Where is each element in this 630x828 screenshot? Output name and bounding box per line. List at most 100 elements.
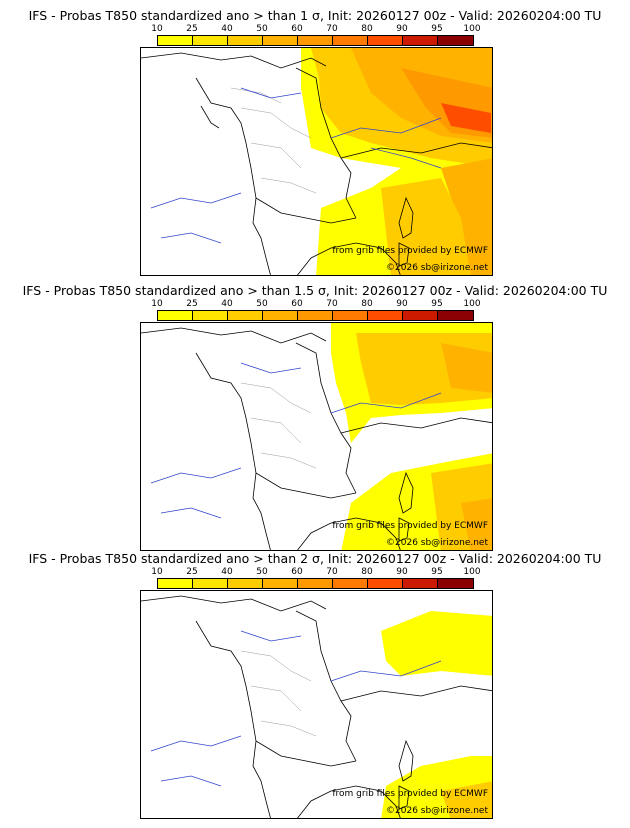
colorbar-tick-label: 10 <box>151 299 163 309</box>
colorbar-tick-label: 100 <box>463 567 481 577</box>
colorbar-tick-label: 10 <box>151 24 163 34</box>
probability-map: from grib files provided by ECMWF ©2026 … <box>140 322 493 551</box>
colorbar-swatches <box>157 578 474 589</box>
colorbar-tick-label: 10 <box>151 567 163 577</box>
colorbar-tick-label: 100 <box>463 299 481 309</box>
colorbar-tick-label: 90 <box>396 24 408 34</box>
colorbar-tick-label: 90 <box>396 567 408 577</box>
colorbar-swatch <box>193 311 228 320</box>
borders <box>255 342 492 499</box>
colorbar-tick-label: 40 <box>221 24 233 34</box>
colorbar-tick-label: 25 <box>186 567 198 577</box>
colorbar-tick-label: 90 <box>396 299 408 309</box>
copyright-credit: ©2026 sb@irizone.net <box>386 806 488 816</box>
borders <box>255 610 492 767</box>
colorbar-tick-label: 60 <box>291 299 303 309</box>
rivers <box>150 630 442 787</box>
rivers <box>150 362 442 519</box>
probability-area <box>441 158 492 275</box>
colorbar-swatch <box>158 579 193 588</box>
probability-area <box>441 343 492 393</box>
colorbar-swatch <box>228 579 263 588</box>
coastlines <box>141 595 414 818</box>
colorbar-swatch <box>298 36 333 45</box>
colorbar-swatch <box>263 36 298 45</box>
copyright-credit: ©2026 sb@irizone.net <box>386 263 488 273</box>
coastlines <box>141 327 414 550</box>
probability-area <box>441 103 491 133</box>
colorbar-swatch <box>368 311 403 320</box>
regional-borders <box>230 87 317 194</box>
probability-shading <box>301 48 492 275</box>
colorbar-swatch <box>438 36 473 45</box>
probability-map: from grib files provided by ECMWF ©2026 … <box>140 590 493 819</box>
colorbar-swatch <box>438 579 473 588</box>
colorbar: 10 25 40 50 60 70 80 90 95 100 <box>151 299 481 321</box>
probability-shading <box>331 323 492 550</box>
colorbar-tick-label: 40 <box>221 299 233 309</box>
colorbar-swatch <box>438 311 473 320</box>
probability-area <box>461 498 492 550</box>
probability-area <box>441 781 492 818</box>
colorbar-tick-label: 95 <box>431 24 443 34</box>
colorbar-swatch <box>368 579 403 588</box>
probability-area <box>381 611 492 676</box>
probability-shading <box>381 611 492 818</box>
colorbar-swatch <box>263 311 298 320</box>
colorbar-swatch <box>333 36 368 45</box>
colorbar-swatch <box>263 579 298 588</box>
colorbar-swatch <box>333 311 368 320</box>
colorbar-swatches <box>157 35 474 46</box>
colorbar-swatch <box>158 311 193 320</box>
copyright-credit: ©2026 sb@irizone.net <box>386 538 488 548</box>
panel-title: IFS - Probas T850 standardized ano > tha… <box>22 283 608 298</box>
colorbar-tick-label: 50 <box>256 24 268 34</box>
colorbar-swatch <box>193 579 228 588</box>
map-canvas <box>141 48 492 275</box>
colorbar-swatch <box>298 311 333 320</box>
colorbar: 10 25 40 50 60 70 80 90 95 100 <box>151 567 481 589</box>
colorbar-tick-label: 50 <box>256 567 268 577</box>
coastlines <box>141 52 414 275</box>
map-canvas <box>141 595 492 818</box>
colorbar-tick-label: 70 <box>326 299 338 309</box>
colorbar-tick-label: 95 <box>431 299 443 309</box>
panel-title: IFS - Probas T850 standardized ano > tha… <box>28 8 602 23</box>
colorbar-swatch <box>333 579 368 588</box>
colorbar-swatch <box>193 36 228 45</box>
rivers <box>150 87 442 244</box>
data-source-credit: from grib files provided by ECMWF <box>332 521 488 531</box>
colorbar-tick-label: 70 <box>326 567 338 577</box>
colorbar-tick-label: 60 <box>291 24 303 34</box>
colorbar-tick-label: 70 <box>326 24 338 34</box>
data-source-credit: from grib files provided by ECMWF <box>332 246 488 256</box>
colorbar-swatch <box>368 36 403 45</box>
colorbar-swatch <box>298 579 333 588</box>
colorbar-tick-label: 80 <box>361 299 373 309</box>
data-source-credit: from grib files provided by ECMWF <box>332 789 488 799</box>
colorbar-swatch <box>228 36 263 45</box>
regional-borders <box>240 650 317 737</box>
colorbar-tick-label: 40 <box>221 567 233 577</box>
colorbar-tick-label: 100 <box>463 24 481 34</box>
regional-borders <box>240 382 317 469</box>
panel-title: IFS - Probas T850 standardized ano > tha… <box>28 551 602 566</box>
colorbar-tick-label: 50 <box>256 299 268 309</box>
colorbar-tick-label: 95 <box>431 567 443 577</box>
colorbar-tick-label: 25 <box>186 24 198 34</box>
colorbar-swatch <box>158 36 193 45</box>
colorbar-tick-label: 60 <box>291 567 303 577</box>
colorbar-swatch <box>403 311 438 320</box>
colorbar-swatch <box>403 579 438 588</box>
borders <box>255 67 492 224</box>
probability-map: from grib files provided by ECMWF ©2026 … <box>140 47 493 276</box>
map-canvas <box>141 323 492 550</box>
colorbar: 10 25 40 50 60 70 80 90 95 100 <box>151 24 481 46</box>
colorbar-swatches <box>157 310 474 321</box>
colorbar-swatch <box>403 36 438 45</box>
colorbar-tick-label: 80 <box>361 567 373 577</box>
colorbar-tick-label: 25 <box>186 299 198 309</box>
colorbar-tick-label: 80 <box>361 24 373 34</box>
colorbar-swatch <box>228 311 263 320</box>
probability-area <box>381 178 471 275</box>
